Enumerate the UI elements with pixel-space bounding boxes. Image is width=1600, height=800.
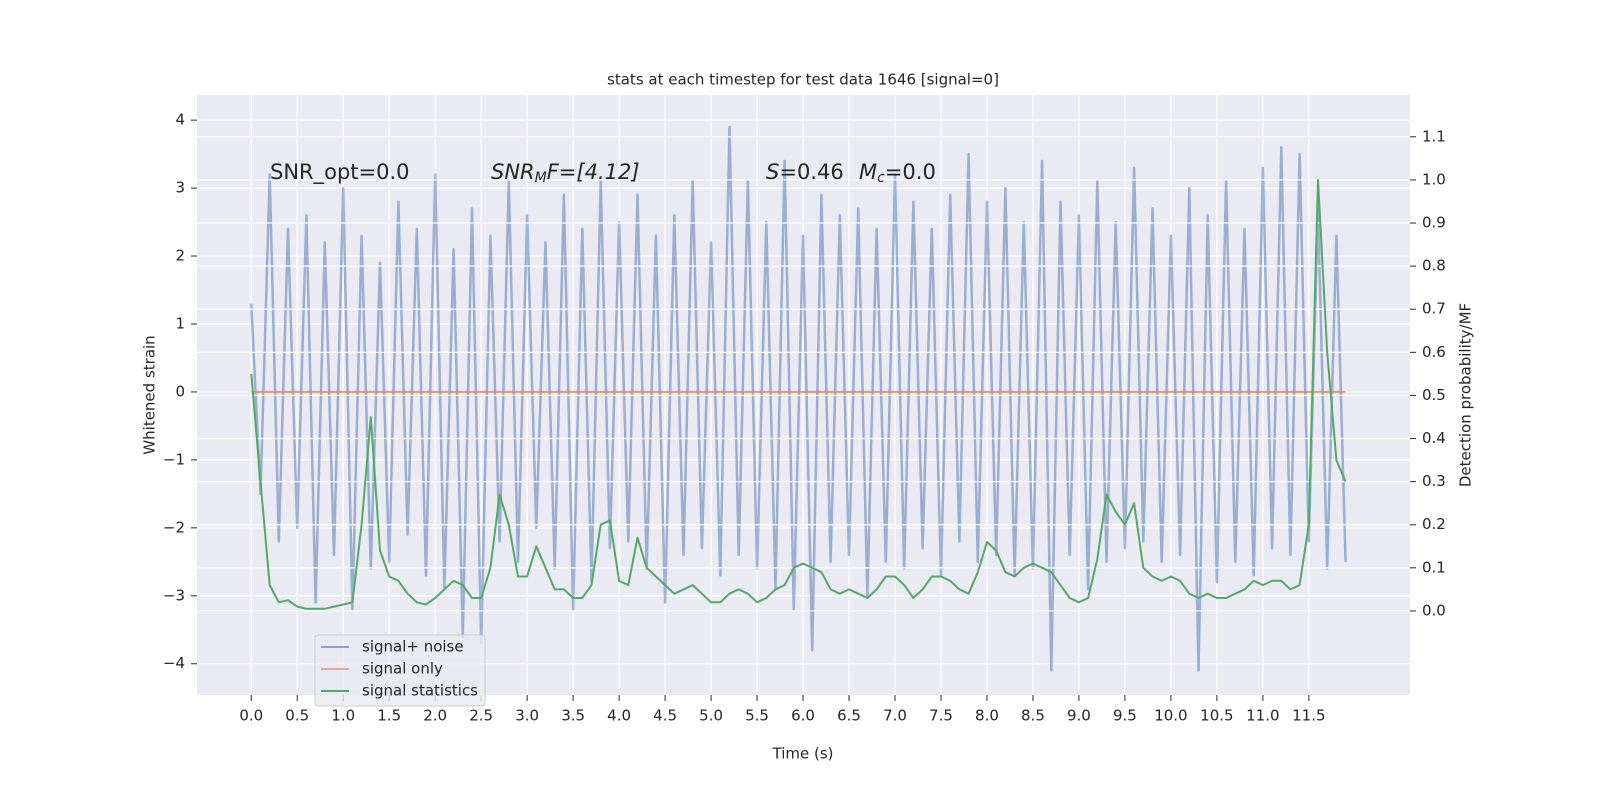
series-line (250, 178, 1347, 610)
chart-title: stats at each timestep for test data 164… (607, 71, 999, 89)
x-tick-label: 6.5 (837, 707, 861, 725)
x-tick-label: 2.0 (423, 707, 447, 725)
annotation-part: M (535, 170, 547, 186)
y-tick-label: −1 (163, 450, 185, 468)
y2-tick-label: 0.0 (1422, 601, 1446, 619)
x-tick-label: 8.5 (1021, 707, 1045, 725)
legend-label: signal only (362, 660, 443, 678)
x-tick-label: 7.5 (929, 707, 953, 725)
y-tick-label: 2 (175, 247, 185, 265)
y-tick-label: 3 (175, 179, 185, 197)
annotation-part: =0.46 (779, 160, 843, 184)
y2-tick-label: 0.1 (1422, 558, 1446, 576)
x-tick-label: 3.0 (515, 707, 539, 725)
y2-tick-label: 0.4 (1422, 429, 1446, 447)
x-tick-label: 0.5 (285, 707, 309, 725)
annotation: S=0.46 (766, 160, 844, 184)
y-tick-label: −4 (163, 654, 185, 672)
annotation-part: c (877, 170, 885, 186)
x-tick-label: 1.0 (331, 707, 355, 725)
x-tick-label: 10.0 (1154, 707, 1187, 725)
y2-axis-label: Detection probability/MF (1457, 303, 1475, 487)
x-tick-label: 11.5 (1292, 707, 1325, 725)
x-tick-label: 5.0 (699, 707, 723, 725)
annotation-part: S (766, 160, 779, 184)
y2-tick-label: 1.1 (1422, 127, 1446, 145)
x-tick-label: 6.0 (791, 707, 815, 725)
x-tick-label: 9.5 (1113, 707, 1137, 725)
y2-tick-label: 1.0 (1422, 170, 1446, 188)
annotation-part: SNR (491, 160, 535, 184)
y-tick-label: 4 (175, 111, 185, 129)
x-tick-label: 0.0 (239, 707, 263, 725)
annotation-part: F=[4.12] (547, 160, 640, 184)
y2-tick-label: 0.8 (1422, 257, 1446, 275)
legend-label: signal+ noise (362, 638, 464, 656)
annotation: SNR_opt=0.0 (270, 160, 410, 185)
x-tick-label: 4.5 (653, 707, 677, 725)
x-tick-label: 9.0 (1067, 707, 1091, 725)
x-tick-label: 2.5 (469, 707, 493, 725)
annotation: SNRMF=[4.12] (491, 160, 640, 186)
y2-tick-label: 0.6 (1422, 343, 1446, 361)
y2-tick-label: 0.2 (1422, 515, 1446, 533)
annotation: Mc=0.0 (859, 160, 936, 186)
y-tick-label: 1 (175, 314, 185, 332)
y-tick-label: −2 (163, 518, 185, 536)
annotation-part: M (859, 160, 877, 184)
x-tick-label: 7.0 (883, 707, 907, 725)
x-axis-label: Time (s) (772, 745, 834, 763)
x-tick-label: 1.5 (377, 707, 401, 725)
x-tick-label: 8.0 (975, 707, 999, 725)
x-tick-label: 10.5 (1200, 707, 1233, 725)
legend-label: signal statistics (362, 682, 478, 700)
x-tick-label: 5.5 (745, 707, 769, 725)
x-tick-label: 3.5 (561, 707, 585, 725)
annotation-part: =0.0 (885, 160, 936, 184)
y2-tick-label: 0.5 (1422, 386, 1446, 404)
y2-tick-label: 0.7 (1422, 300, 1446, 318)
annotation-part: SNR_opt=0.0 (270, 160, 410, 185)
x-tick-label: 11.0 (1246, 707, 1279, 725)
y-tick-label: 0 (175, 382, 185, 400)
series-line (250, 125, 1347, 672)
y2-tick-label: 0.3 (1422, 472, 1446, 490)
y-tick-label: −3 (163, 586, 185, 604)
y2-tick-label: 0.9 (1422, 214, 1446, 232)
y-axis-label: Whitened strain (141, 335, 159, 454)
x-tick-label: 4.0 (607, 707, 631, 725)
legend-box (314, 634, 486, 707)
